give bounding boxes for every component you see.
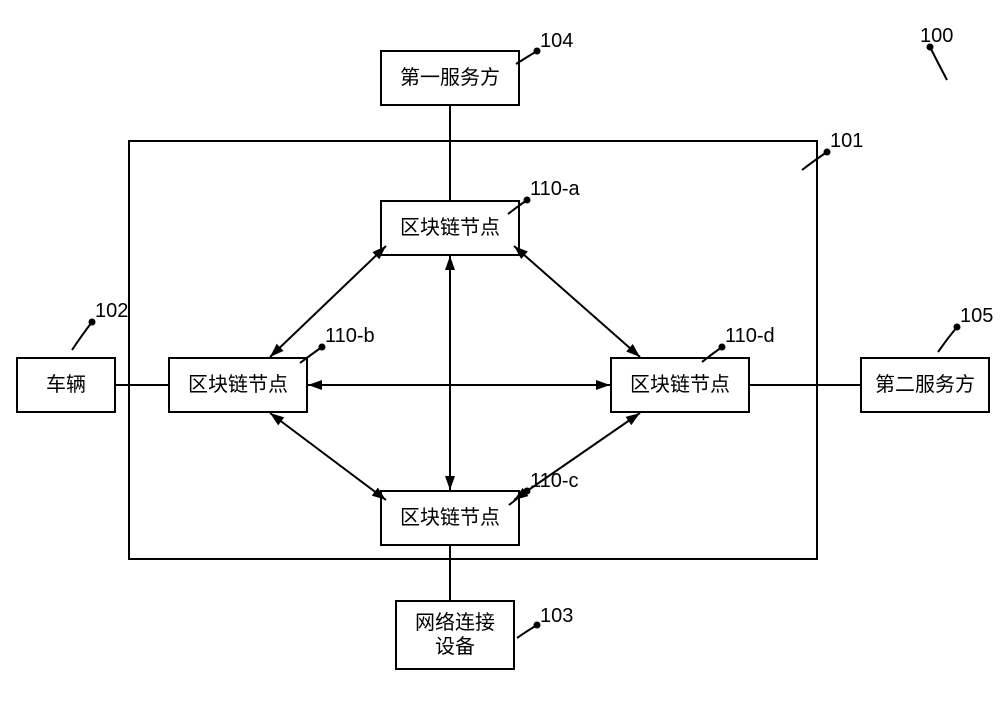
box-node-a: 区块链节点 (380, 200, 520, 256)
ref-label-110a: 110-a (530, 178, 580, 201)
ref-label-110d: 110-d (725, 325, 775, 348)
box-label: 第一服务方 (400, 66, 500, 90)
ref-label-110b: 110-b (325, 325, 375, 348)
ref-label-102: 102 (95, 300, 128, 323)
box-network-device: 网络连接 设备 (395, 600, 515, 670)
box-label: 区块链节点 (400, 216, 500, 240)
box-label: 车辆 (46, 373, 86, 397)
box-first-service-provider: 第一服务方 (380, 50, 520, 106)
ref-label-101: 101 (830, 130, 863, 153)
box-node-d: 区块链节点 (610, 357, 750, 413)
box-label: 第二服务方 (875, 373, 975, 397)
ref-label-100: 100 (920, 25, 953, 48)
box-label: 区块链节点 (400, 506, 500, 530)
box-second-service-provider: 第二服务方 (860, 357, 990, 413)
ref-label-105: 105 (960, 305, 993, 328)
ref-label-103: 103 (540, 605, 573, 628)
box-vehicle: 车辆 (16, 357, 116, 413)
box-label: 区块链节点 (188, 373, 288, 397)
box-node-b: 区块链节点 (168, 357, 308, 413)
diagram-canvas: 第一服务方 车辆 第二服务方 网络连接 设备 区块链节点 区块链节点 区块链节点… (0, 0, 1000, 702)
box-node-c: 区块链节点 (380, 490, 520, 546)
ref-label-104: 104 (540, 30, 573, 53)
ref-label-110c: 110-c (530, 470, 579, 493)
box-label: 区块链节点 (630, 373, 730, 397)
box-label: 网络连接 设备 (415, 611, 495, 659)
